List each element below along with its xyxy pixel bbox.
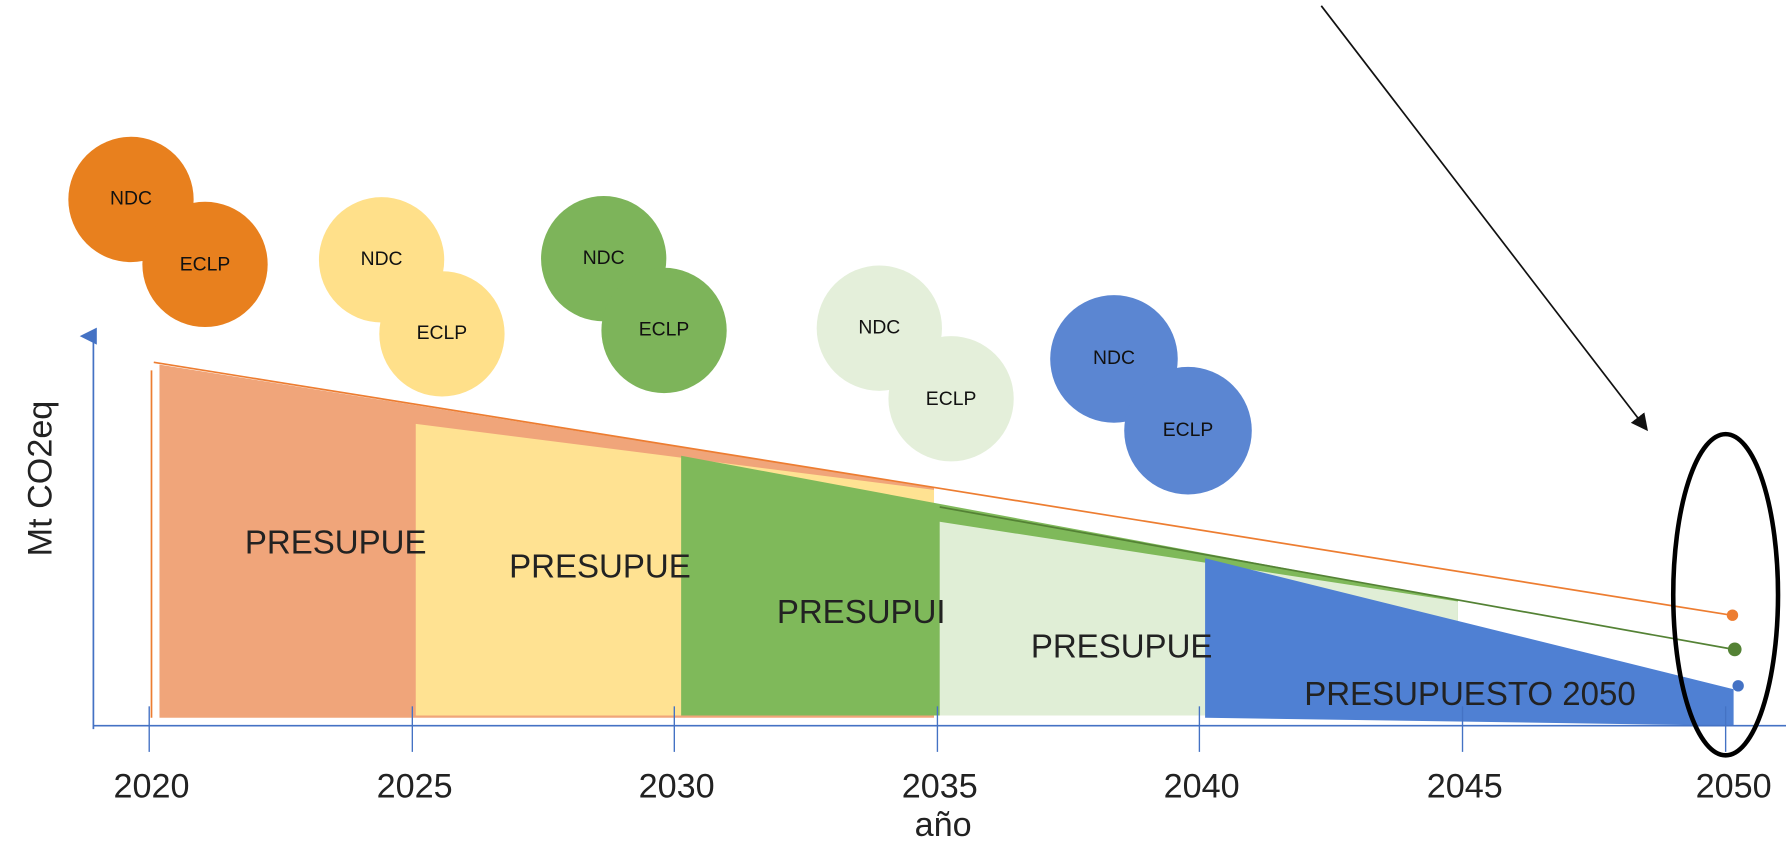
y-axis-label: Mt CO2eq bbox=[21, 401, 59, 557]
trajectory-line bbox=[939, 506, 1734, 651]
budget-label: PRESUPUI bbox=[777, 593, 946, 630]
circle-label: ECLP bbox=[180, 254, 231, 276]
circle-label: ECLP bbox=[926, 388, 977, 410]
x-tick-label: 2040 bbox=[1164, 767, 1240, 805]
circle-label: ECLP bbox=[417, 322, 468, 344]
circle-label: NDC bbox=[583, 247, 625, 269]
x-tick-label: 2045 bbox=[1427, 767, 1503, 805]
budget-label: PRESUPUESTO 2050 bbox=[1304, 675, 1636, 712]
endpoint bbox=[1727, 642, 1742, 657]
highlight-ellipse bbox=[1670, 431, 1781, 758]
eclp-circle bbox=[1124, 366, 1252, 495]
circle-label: ECLP bbox=[639, 319, 690, 341]
circle-label: ECLP bbox=[1163, 419, 1214, 441]
x-tick-label: 2020 bbox=[113, 767, 189, 805]
tick-marks bbox=[148, 706, 1727, 752]
budget-area bbox=[1205, 558, 1734, 726]
eclp-circle bbox=[379, 271, 505, 397]
eclp-circle bbox=[142, 201, 268, 328]
pointer-arrow bbox=[1320, 5, 1648, 432]
x-tick-label: 2050 bbox=[1696, 767, 1772, 805]
budget-label: PRESUPUE bbox=[245, 524, 427, 561]
budget-label: PRESUPUE bbox=[1031, 627, 1213, 664]
circle-label: NDC bbox=[110, 188, 152, 210]
x-tick-label: 2035 bbox=[902, 767, 978, 805]
trajectory-line bbox=[153, 361, 1732, 617]
budget-label: PRESUPUE bbox=[509, 548, 691, 585]
circle-label: NDC bbox=[361, 248, 403, 270]
x-tick-label: 2025 bbox=[377, 767, 453, 805]
x-tick-label: 2030 bbox=[639, 767, 715, 805]
eclp-circle bbox=[888, 336, 1014, 462]
eclp-circle bbox=[601, 267, 727, 394]
circle-label: NDC bbox=[858, 316, 900, 338]
endpoint bbox=[1726, 609, 1739, 621]
x-axis-label: año bbox=[915, 806, 972, 842]
circle-label: NDC bbox=[1093, 347, 1135, 369]
endpoint bbox=[1732, 680, 1744, 692]
